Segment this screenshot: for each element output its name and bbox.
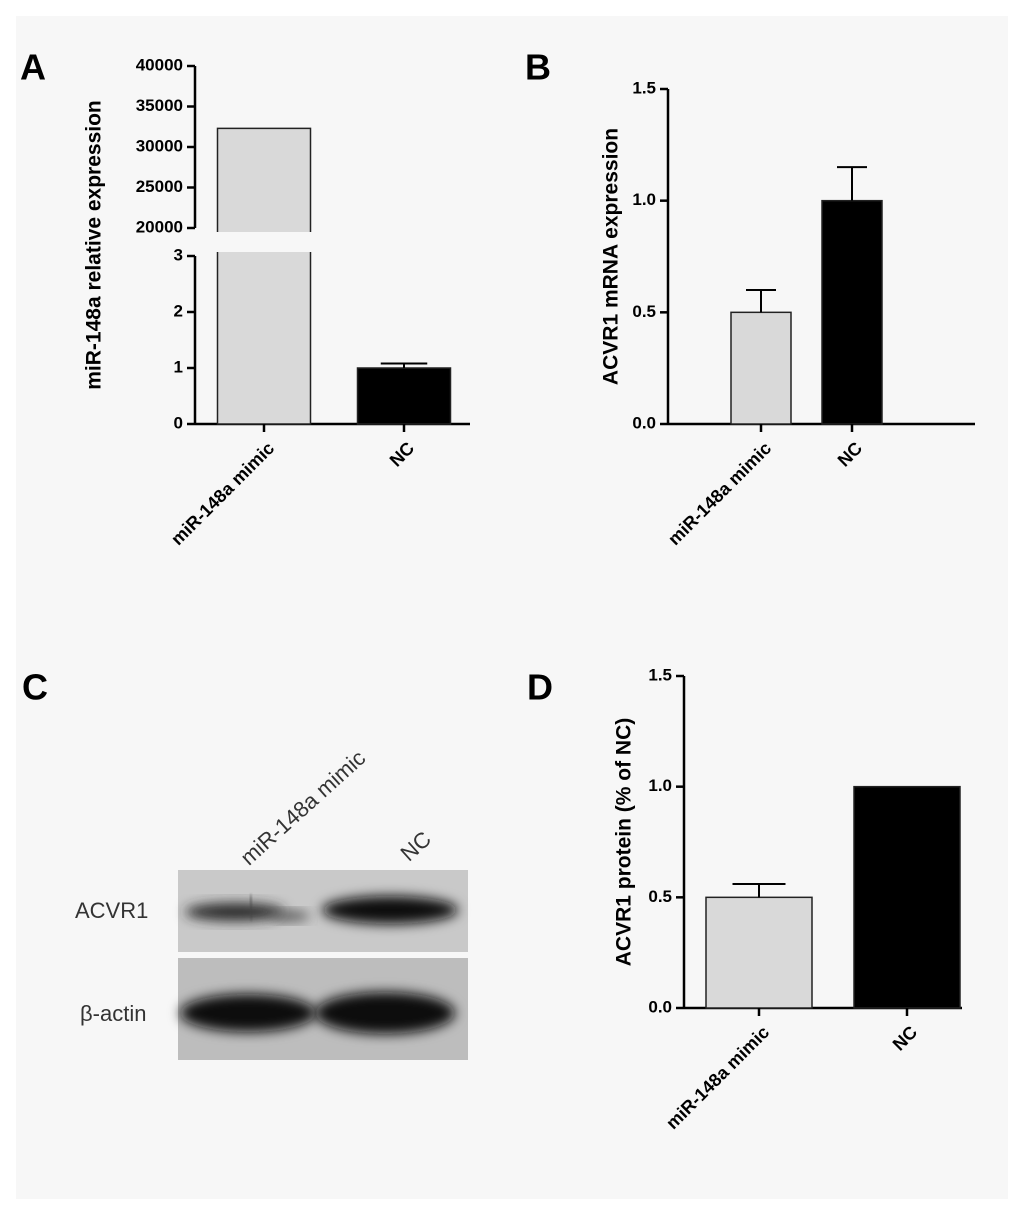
bar (705, 896, 813, 1009)
blot-row-label: ACVR1 (75, 898, 148, 923)
y-axis-label: ACVR1 mRNA expression (600, 128, 623, 385)
western-blot (178, 870, 468, 1060)
blot-band (270, 911, 310, 921)
y-tick-label: 0.5 (648, 887, 672, 906)
blot-speck (249, 894, 253, 921)
y-tick-label: 1.5 (648, 665, 672, 684)
y-axis-label: ACVR1 protein (% of NC) (613, 718, 636, 967)
y-tick-label: 20000 (136, 217, 183, 236)
y-tick-label: 3 (174, 245, 183, 264)
y-tick-label: 1 (174, 357, 183, 376)
blot-band (180, 994, 316, 1032)
panel-label: C (22, 667, 48, 708)
y-tick-label: 30000 (136, 136, 183, 155)
panel-label: D (527, 667, 553, 708)
y-tick-label: 0 (174, 413, 183, 432)
bar (730, 311, 792, 425)
y-tick-label: 35000 (136, 96, 183, 115)
y-tick-label: 0.5 (632, 302, 656, 321)
bar (216, 127, 312, 425)
bar (356, 367, 452, 425)
y-tick-label: 40000 (136, 55, 183, 74)
y-tick-label: 2 (174, 301, 183, 320)
bar (853, 785, 961, 1009)
blot-band (185, 903, 285, 921)
panel-label: B (525, 47, 551, 88)
y-tick-label: 25000 (136, 177, 183, 196)
axis-break (192, 232, 689, 252)
y-tick-label: 1.0 (648, 776, 672, 795)
y-tick-label: 1.5 (632, 78, 656, 97)
blot-band (315, 992, 455, 1034)
bar (821, 199, 883, 425)
y-axis-label: miR-148a relative expression (83, 100, 106, 390)
y-tick-label: 1.0 (632, 190, 656, 209)
y-tick-label: 0.0 (632, 413, 656, 432)
blot-row-label: β-actin (80, 1001, 146, 1026)
y-tick-label: 0.0 (648, 997, 672, 1016)
panel-label: A (20, 47, 46, 88)
blot-band (322, 896, 458, 924)
